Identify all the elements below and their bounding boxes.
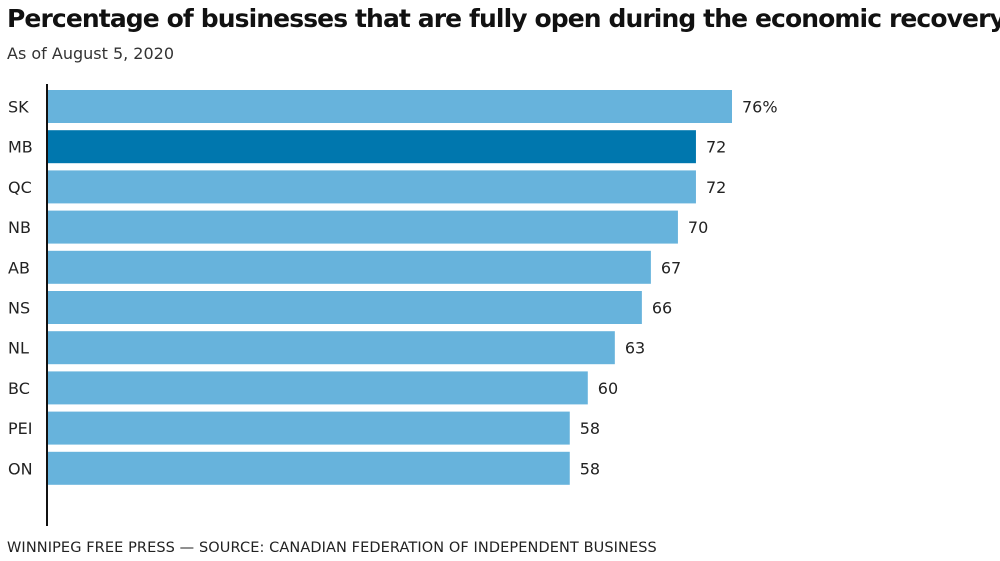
bar-ab (47, 250, 651, 284)
category-label-mb: MB (8, 138, 33, 157)
category-label-on: ON (8, 459, 33, 478)
category-label-ab: AB (8, 258, 30, 277)
bars-group (47, 90, 732, 485)
value-labels-group: 76% 72 72 70 67 66 63 60 58 58 (580, 98, 778, 479)
bar-pei (47, 411, 570, 445)
source-credit: WINNIPEG FREE PRESS — SOURCE: CANADIAN F… (7, 540, 657, 556)
bar-mb (47, 130, 696, 164)
chart-subtitle: As of August 5, 2020 (7, 44, 175, 63)
bar-nb (47, 210, 678, 244)
category-label-pei: PEI (8, 419, 32, 438)
bar-ns (47, 291, 642, 324)
bar-nl (47, 331, 615, 365)
value-label-on: 58 (580, 459, 600, 478)
value-label-mb: 72 (706, 138, 726, 157)
value-label-bc: 60 (598, 379, 618, 398)
value-label-ab: 67 (661, 258, 681, 277)
category-label-nb: NB (8, 218, 31, 237)
value-label-pei: 58 (580, 419, 600, 438)
bar-on (47, 451, 570, 485)
category-labels-group: SK MB QC NB AB NS NL BC PEI ON (8, 98, 33, 479)
bar-qc (47, 170, 696, 204)
category-label-nl: NL (8, 339, 29, 358)
value-label-nb: 70 (688, 218, 708, 237)
category-label-sk: SK (8, 98, 29, 117)
bar-bc (47, 371, 588, 405)
value-label-nl: 63 (625, 339, 645, 358)
bar-sk (47, 90, 732, 123)
value-label-sk: 76% (742, 98, 778, 117)
value-label-ns: 66 (652, 299, 672, 318)
category-label-bc: BC (8, 379, 30, 398)
category-label-qc: QC (8, 178, 32, 197)
category-label-ns: NS (8, 299, 30, 318)
chart-title: Percentage of businesses that are fully … (7, 4, 1000, 33)
value-label-qc: 72 (706, 178, 726, 197)
